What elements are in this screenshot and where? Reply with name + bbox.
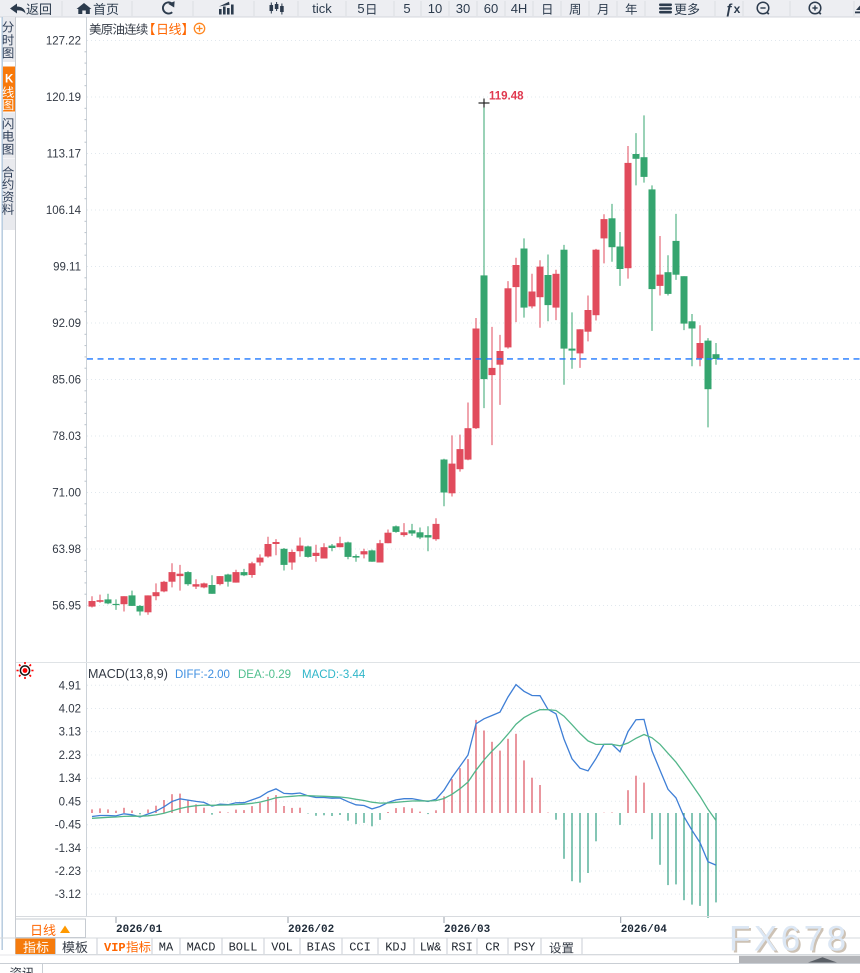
svg-text:RSI: RSI — [451, 941, 473, 955]
svg-text:78.03: 78.03 — [52, 431, 81, 443]
svg-text:60: 60 — [484, 1, 498, 16]
svg-text:x: x — [734, 2, 741, 16]
svg-text:VOL: VOL — [271, 941, 293, 955]
svg-text:2026/02: 2026/02 — [288, 924, 334, 936]
svg-text:BIAS: BIAS — [307, 941, 336, 955]
svg-text:119.48: 119.48 — [489, 91, 524, 103]
svg-text:CCI: CCI — [349, 941, 371, 955]
svg-text:30: 30 — [456, 1, 470, 16]
svg-text:2026/03: 2026/03 — [444, 924, 491, 936]
svg-text:-0.45: -0.45 — [55, 820, 81, 832]
svg-text:3.13: 3.13 — [59, 727, 81, 739]
svg-text:127.22: 127.22 — [46, 36, 81, 48]
svg-text:DEA:-0.29: DEA:-0.29 — [238, 669, 291, 681]
svg-text:85.06: 85.06 — [52, 375, 81, 387]
svg-text:K: K — [5, 74, 14, 86]
svg-text:2.23: 2.23 — [59, 750, 81, 762]
svg-text:4H: 4H — [511, 1, 528, 16]
svg-text:0.45: 0.45 — [59, 796, 81, 808]
svg-text:56.95: 56.95 — [52, 601, 81, 613]
svg-text:BOLL: BOLL — [229, 941, 258, 955]
svg-text:4.91: 4.91 — [59, 680, 81, 692]
svg-text:-1.34: -1.34 — [55, 843, 82, 855]
svg-text:113.17: 113.17 — [47, 149, 81, 161]
svg-text:PSY: PSY — [514, 941, 536, 955]
svg-text:DIFF:-2.00: DIFF:-2.00 — [175, 669, 230, 681]
svg-text:CR: CR — [485, 941, 499, 955]
svg-text:120.19: 120.19 — [46, 92, 81, 104]
svg-text:MACD(13,8,9): MACD(13,8,9) — [88, 667, 168, 681]
svg-text:92.09: 92.09 — [52, 318, 81, 330]
svg-text:99.11: 99.11 — [53, 262, 81, 274]
svg-text:63.98: 63.98 — [52, 544, 81, 556]
svg-text:VIP: VIP — [104, 941, 126, 955]
svg-text:5: 5 — [403, 1, 410, 16]
svg-text:10: 10 — [428, 1, 442, 16]
svg-text:71.00: 71.00 — [52, 488, 81, 500]
svg-text:2026/01: 2026/01 — [116, 924, 163, 936]
svg-text:LW&: LW& — [420, 941, 442, 955]
svg-text:FX678: FX678 — [729, 920, 850, 959]
svg-text:MACD:-3.44: MACD:-3.44 — [302, 669, 366, 681]
svg-text:MA: MA — [159, 941, 174, 955]
svg-text:-3.12: -3.12 — [55, 889, 81, 901]
svg-text:KDJ: KDJ — [385, 941, 407, 955]
svg-text:tick: tick — [312, 1, 332, 16]
svg-text:MACD: MACD — [187, 941, 216, 955]
svg-text:106.14: 106.14 — [46, 205, 82, 217]
svg-text:2026/04: 2026/04 — [621, 924, 668, 936]
svg-text:5: 5 — [357, 1, 364, 16]
svg-text:1.34: 1.34 — [59, 773, 82, 785]
svg-text:ƒ: ƒ — [725, 1, 733, 17]
svg-text:4.02: 4.02 — [59, 704, 81, 716]
svg-text:-2.23: -2.23 — [55, 866, 81, 878]
